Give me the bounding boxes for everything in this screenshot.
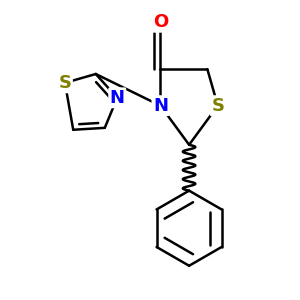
Text: O: O [153, 13, 168, 31]
Text: N: N [110, 89, 125, 107]
Text: S: S [211, 97, 224, 115]
Text: S: S [58, 74, 71, 92]
Text: N: N [153, 97, 168, 115]
